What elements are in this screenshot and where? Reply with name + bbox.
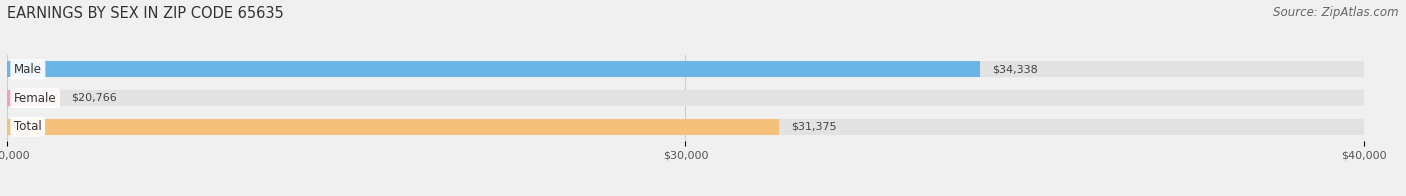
- Bar: [7, 61, 980, 77]
- Text: Male: Male: [14, 63, 42, 76]
- Text: $34,338: $34,338: [991, 64, 1038, 74]
- Text: Total: Total: [14, 120, 42, 133]
- Bar: [7, 90, 1364, 106]
- Text: EARNINGS BY SEX IN ZIP CODE 65635: EARNINGS BY SEX IN ZIP CODE 65635: [7, 6, 284, 21]
- Bar: [7, 119, 1364, 135]
- Text: Source: ZipAtlas.com: Source: ZipAtlas.com: [1274, 6, 1399, 19]
- Bar: [7, 119, 779, 135]
- Bar: [7, 90, 59, 106]
- Text: Female: Female: [14, 92, 56, 104]
- Text: $31,375: $31,375: [792, 122, 837, 132]
- Text: $20,766: $20,766: [72, 93, 117, 103]
- Bar: [7, 61, 1364, 77]
